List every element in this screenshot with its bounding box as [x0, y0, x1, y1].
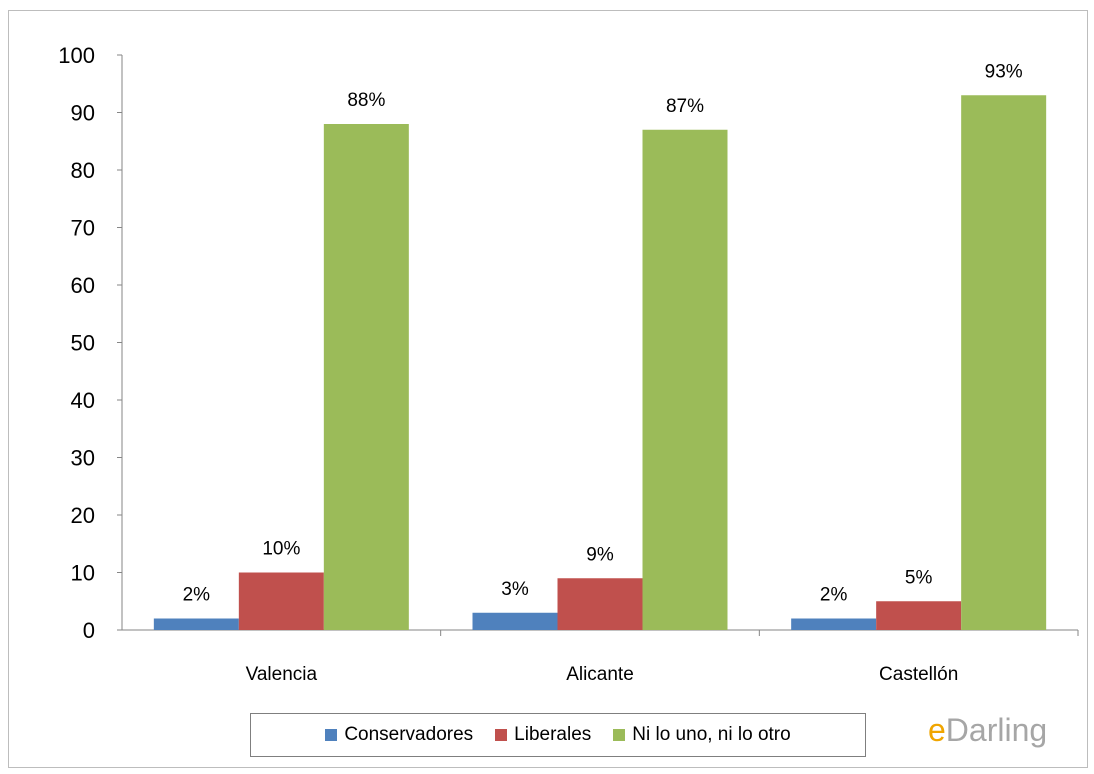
bar — [323, 124, 409, 630]
bar — [472, 612, 558, 630]
y-tick-label: 10 — [71, 561, 95, 586]
data-label: 93% — [985, 61, 1023, 82]
legend-label-ninguno: Ni lo uno, ni lo otro — [632, 724, 791, 745]
x-tick-label: Alicante — [566, 664, 634, 685]
edarling-logo: eDarling — [928, 712, 1047, 749]
y-tick-label: 30 — [71, 446, 95, 471]
y-tick-label: 60 — [71, 273, 95, 298]
y-tick-label: 90 — [71, 101, 95, 126]
y-tick-label: 0 — [83, 618, 95, 643]
bar — [961, 95, 1047, 630]
data-label: 10% — [262, 539, 300, 560]
logo-text: Darling — [945, 712, 1048, 748]
y-tick-label: 20 — [71, 503, 95, 528]
data-label: 2% — [820, 585, 848, 606]
legend-item-conservadores: Conservadores — [325, 724, 473, 746]
legend-label-conservadores: Conservadores — [344, 724, 474, 745]
bar — [876, 601, 962, 630]
legend-swatch-ninguno — [613, 729, 626, 741]
y-tick-label: 50 — [71, 331, 95, 356]
y-tick-label: 70 — [71, 216, 95, 241]
x-tick-label: Castellón — [879, 664, 958, 685]
legend-item-ninguno: Ni lo uno, ni lo otro — [613, 724, 791, 746]
data-label: 5% — [905, 567, 933, 588]
bar — [642, 129, 728, 630]
legend-label-liberales: Liberales — [514, 724, 592, 745]
legend-swatch-conservadores — [325, 729, 338, 741]
bar — [791, 618, 877, 630]
data-label: 2% — [183, 585, 211, 606]
logo-prefix: e — [928, 712, 946, 748]
bar — [557, 578, 643, 630]
data-label: 3% — [501, 579, 529, 600]
data-label: 88% — [347, 90, 385, 111]
x-tick-label: Valencia — [246, 664, 318, 685]
data-label: 87% — [666, 96, 704, 117]
y-tick-label: 40 — [71, 388, 95, 413]
bar — [238, 572, 324, 630]
y-tick-label: 80 — [71, 158, 95, 183]
legend-item-liberales: Liberales — [495, 724, 591, 746]
legend: Conservadores Liberales Ni lo uno, ni lo… — [250, 713, 866, 757]
legend-swatch-liberales — [495, 729, 508, 741]
y-tick-label: 100 — [58, 43, 95, 68]
chart-frame — [8, 10, 1088, 768]
bar — [153, 618, 239, 630]
data-label: 9% — [586, 544, 614, 565]
